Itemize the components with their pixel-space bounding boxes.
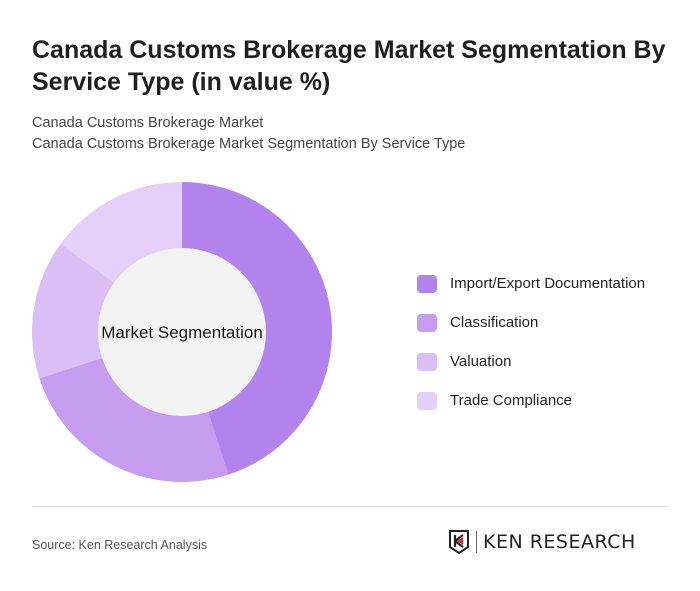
legend-item: Valuation	[417, 342, 645, 381]
chart-subtitle-1: Canada Customs Brokerage Market	[32, 115, 264, 131]
legend-swatch	[417, 313, 437, 332]
legend-item: Trade Compliance	[417, 381, 645, 420]
ken-research-logo: KEN RESEARCH	[448, 530, 636, 554]
legend-item: Classification	[417, 303, 645, 342]
chart-title: Canada Customs Brokerage Market Segmenta…	[32, 36, 666, 96]
source-note: Source: Ken Research Analysis	[32, 538, 208, 552]
legend-swatch	[417, 391, 437, 410]
legend-swatch	[417, 352, 437, 371]
divider	[32, 506, 668, 507]
logo-icon	[449, 530, 469, 554]
legend: Import/Export Documentation Classificatio…	[417, 264, 645, 420]
legend-label: Import/Export Documentation	[450, 275, 646, 292]
legend-label: Valuation	[450, 353, 512, 370]
legend-label: Trade Compliance	[450, 392, 572, 409]
chart-subtitle-2: Canada Customs Brokerage Market Segmenta…	[32, 136, 466, 152]
legend-item: Import/Export Documentation	[417, 264, 645, 303]
legend-swatch	[417, 274, 437, 293]
donut-hole	[98, 248, 266, 416]
center-label: Market Segmentation	[101, 323, 263, 342]
legend-label: Classification	[450, 314, 539, 331]
logo-text: KEN RESEARCH	[483, 531, 636, 553]
